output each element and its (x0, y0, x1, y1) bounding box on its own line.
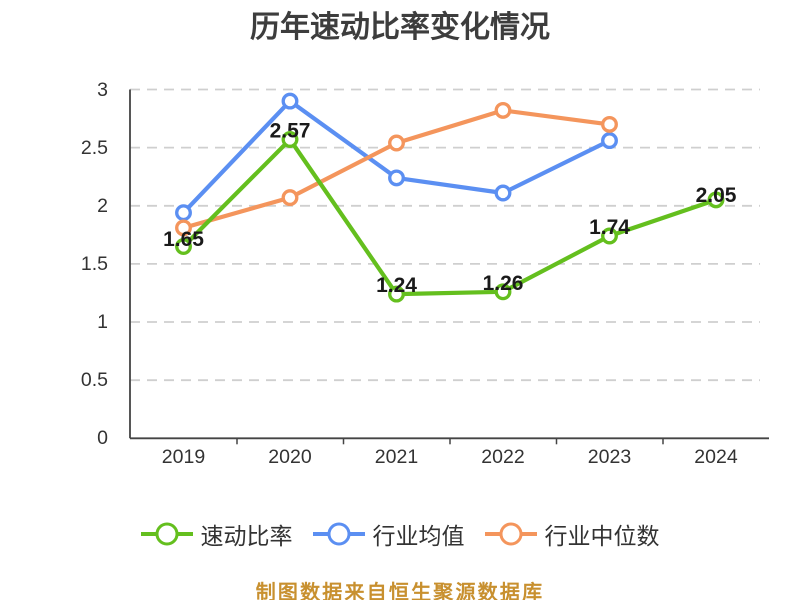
svg-text:2023: 2023 (588, 446, 631, 468)
svg-text:1.65: 1.65 (163, 228, 204, 251)
svg-text:2.5: 2.5 (81, 137, 108, 159)
svg-text:0.5: 0.5 (81, 369, 108, 391)
svg-text:1.5: 1.5 (81, 253, 108, 275)
svg-text:2021: 2021 (375, 446, 418, 468)
svg-text:0: 0 (97, 427, 108, 449)
svg-text:3: 3 (97, 79, 108, 101)
svg-text:2019: 2019 (162, 446, 205, 468)
svg-text:1: 1 (97, 311, 108, 333)
svg-text:1.26: 1.26 (483, 272, 524, 295)
svg-text:2: 2 (97, 195, 108, 217)
svg-text:2024: 2024 (694, 446, 738, 468)
svg-text:2022: 2022 (481, 446, 524, 468)
svg-text:1.24: 1.24 (376, 274, 417, 297)
svg-text:2020: 2020 (268, 446, 312, 468)
svg-text:1.74: 1.74 (589, 216, 630, 239)
svg-text:2.57: 2.57 (270, 120, 311, 143)
svg-text:2.05: 2.05 (696, 184, 737, 207)
